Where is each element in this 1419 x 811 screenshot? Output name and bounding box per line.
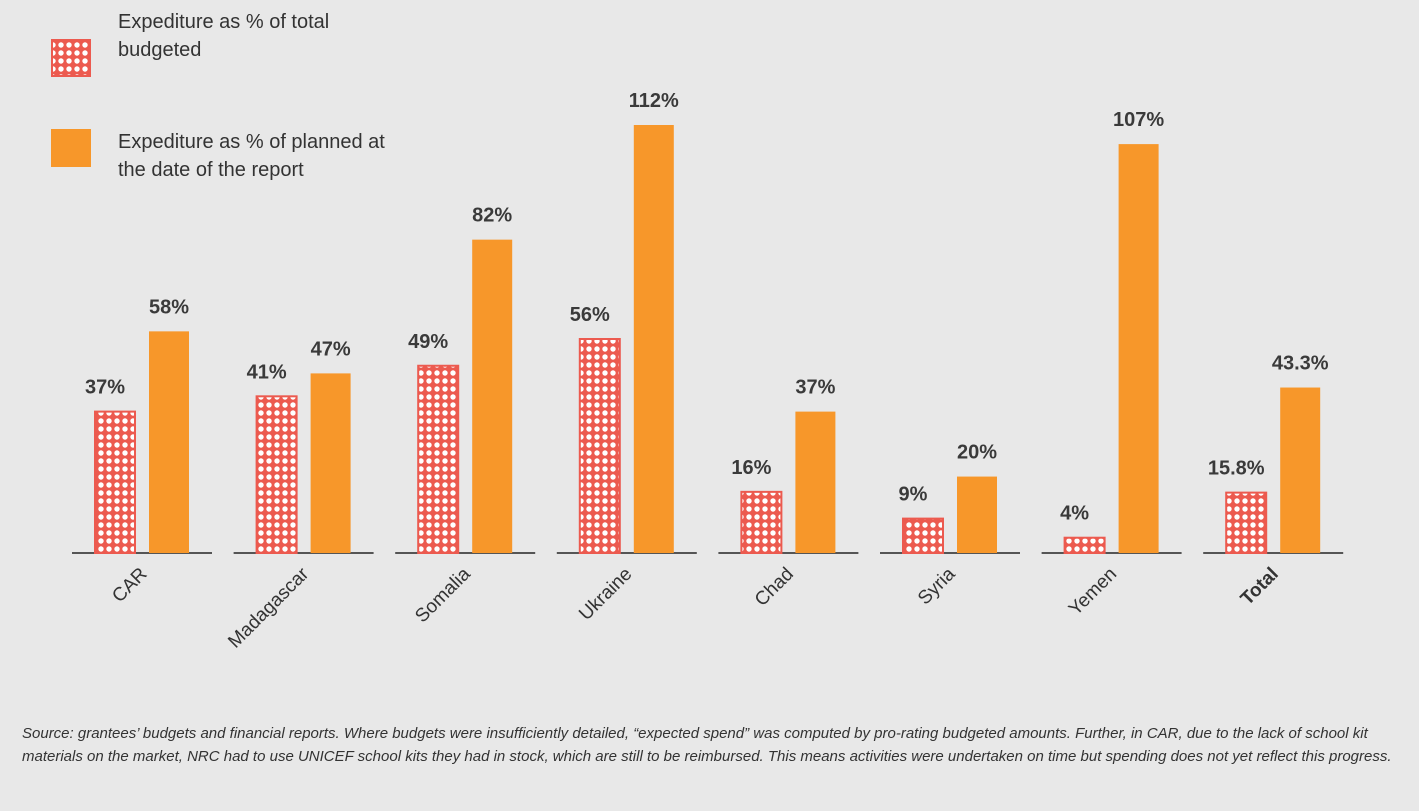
value-label: 82% xyxy=(472,205,512,227)
chart: 37% 58% CAR 41% 47% Madagascar 49% 82% Somalia 56… xyxy=(51,39,1344,652)
legend-swatch xyxy=(51,129,91,167)
legend-label: Expediture as % of total budgeted xyxy=(118,11,330,61)
value-label: 37% xyxy=(85,377,125,399)
bar xyxy=(578,338,621,554)
value-label: 4% xyxy=(1060,503,1089,525)
legend-label: Expediture as % of planned at the date o… xyxy=(118,131,385,181)
value-label: 112% xyxy=(629,90,679,112)
value-label: 15.8% xyxy=(1208,458,1265,480)
value-label: 16% xyxy=(731,457,771,479)
value-label: 37% xyxy=(795,377,835,399)
value-label: 20% xyxy=(957,442,997,464)
x-tick-label: Chad xyxy=(751,564,798,611)
bar xyxy=(149,331,189,553)
bar xyxy=(795,411,836,553)
x-tick-label: CAR xyxy=(108,564,151,607)
x-tick-label: Madagascar xyxy=(224,563,313,652)
bar xyxy=(1063,536,1106,555)
source-note: Source: grantees’ budgets and financial … xyxy=(22,725,1392,765)
value-label: 47% xyxy=(311,338,351,360)
bar xyxy=(472,239,513,553)
value-label: 56% xyxy=(570,304,610,326)
x-tick-label: Total xyxy=(1237,564,1283,610)
bar xyxy=(1280,387,1321,553)
value-label: 58% xyxy=(149,296,189,318)
bar xyxy=(417,364,460,554)
value-label: 107% xyxy=(1113,109,1164,131)
bar xyxy=(957,476,997,553)
x-tick-label: Ukraine xyxy=(575,564,636,625)
bar xyxy=(740,490,783,555)
bar xyxy=(94,410,136,554)
value-label: 43.3% xyxy=(1272,353,1329,375)
bar xyxy=(310,373,351,553)
bar xyxy=(255,395,298,555)
bar xyxy=(1118,144,1159,553)
x-tick-label: Syria xyxy=(914,563,960,609)
value-label: 41% xyxy=(247,361,287,383)
x-tick-label: Somalia xyxy=(411,563,475,627)
x-tick-label: Yemen xyxy=(1065,564,1121,620)
value-label: 49% xyxy=(408,331,448,353)
bar xyxy=(1225,491,1268,554)
bar xyxy=(633,125,674,553)
bar xyxy=(902,517,944,554)
value-label: 9% xyxy=(899,484,928,506)
legend-swatch xyxy=(51,39,91,77)
